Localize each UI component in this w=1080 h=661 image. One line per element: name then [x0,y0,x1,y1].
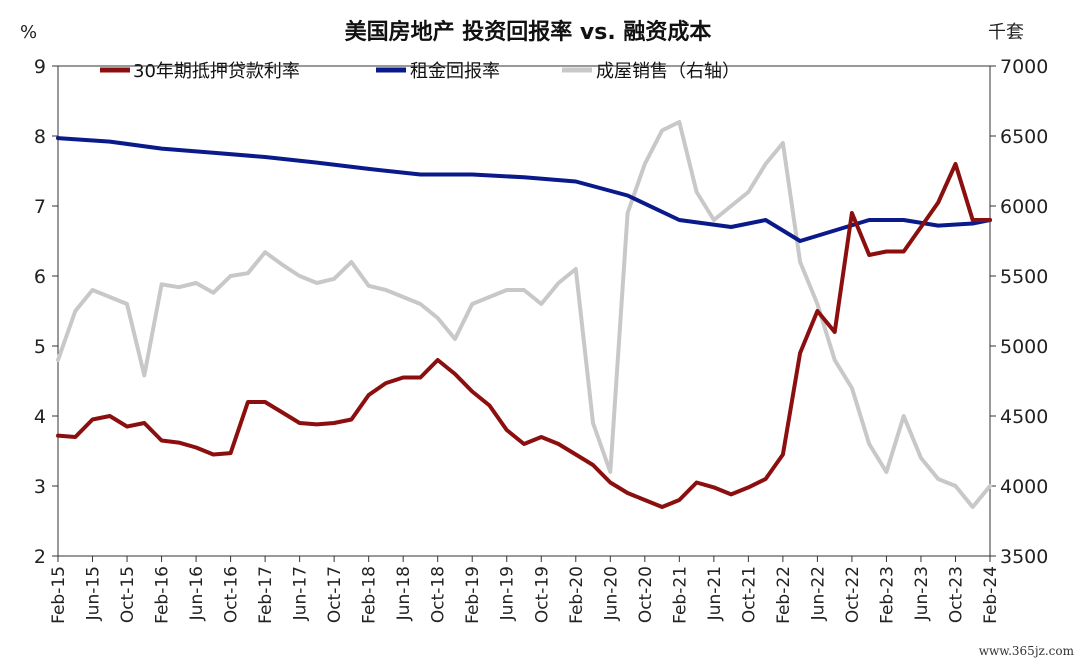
x-tick-label: Feb-23 [877,566,897,624]
chart-title: 美国房地产 投资回报率 vs. 融资成本 [345,19,712,45]
x-tick-label: Oct-21 [739,566,759,623]
x-tick-label: Oct-18 [429,566,449,623]
x-tick-label: Jun-23 [912,566,932,621]
x-tick-label: Oct-15 [118,566,138,623]
x-tick-label: Feb-19 [463,566,483,624]
x-tick-label: Jun-22 [808,566,828,621]
right-tick-label: 6000 [1000,196,1048,218]
x-tick-label: Oct-16 [222,566,242,623]
watermark: www.365jz.com [979,644,1075,658]
right-tick-label: 3500 [1000,546,1048,568]
x-tick-label: Oct-23 [946,566,966,623]
x-tick-label: Feb-22 [774,566,794,624]
left-tick-label: 3 [34,476,46,498]
x-tick-label: Jun-21 [705,566,725,621]
x-tick-label: Feb-18 [360,566,380,624]
series-line-mortgage-rate [56,162,992,509]
legend-label-mortgage: 30年期抵押贷款利率 [133,61,300,82]
x-tick-label: Oct-17 [325,566,345,623]
series-line-home-sales [56,120,992,509]
legend: 30年期抵押贷款利率 租金回报率 成屋销售（右轴） [100,61,740,82]
plot-frame [57,65,991,557]
right-tick-label: 7000 [1000,56,1048,78]
x-tick-label: Feb-16 [153,566,173,624]
left-axis-unit: % [20,22,37,43]
x-tick-label: Jun-20 [601,566,621,621]
axes: 2 3 4 5 6 7 8 9 3500 4000 4500 5000 5500 6000 6500 7000… [34,56,1048,624]
x-tick-label: Feb-20 [567,566,587,624]
x-tick-label: Jun-18 [394,566,414,621]
x-tick-label: Jun-17 [291,566,311,621]
legend-label-rent-yield: 租金回报率 [410,61,500,82]
left-tick-label: 9 [34,56,46,78]
left-tick-label: 7 [34,196,46,218]
left-tick-label: 6 [34,266,46,288]
x-tick-label: Feb-15 [49,566,69,624]
right-tick-label: 6500 [1000,126,1048,148]
series-group [56,120,992,509]
x-tick-label: Jun-16 [187,566,207,621]
left-tick-label: 8 [34,126,46,148]
right-tick-label: 5500 [1000,266,1048,288]
right-tick-label: 5000 [1000,336,1048,358]
left-tick-label: 4 [34,406,46,428]
left-tick-label: 5 [34,336,46,358]
x-tick-label: Oct-19 [532,566,552,623]
x-tick-label: Feb-17 [256,566,276,624]
right-tick-label: 4500 [1000,406,1048,428]
right-tick-label: 4000 [1000,476,1048,498]
left-tick-label: 2 [34,546,46,568]
x-tick-label: Oct-22 [843,566,863,623]
x-tick-label: Feb-24 [981,566,1001,624]
x-tick-label: Feb-21 [670,566,690,624]
x-tick-label: Jun-15 [84,566,104,621]
x-tick-label: Jun-19 [498,566,518,621]
right-axis-unit: 千套 [988,22,1024,43]
legend-label-home-sales: 成屋销售（右轴） [596,61,740,82]
series-line-rent-yield [56,136,992,243]
x-tick-label: Oct-20 [636,566,656,623]
